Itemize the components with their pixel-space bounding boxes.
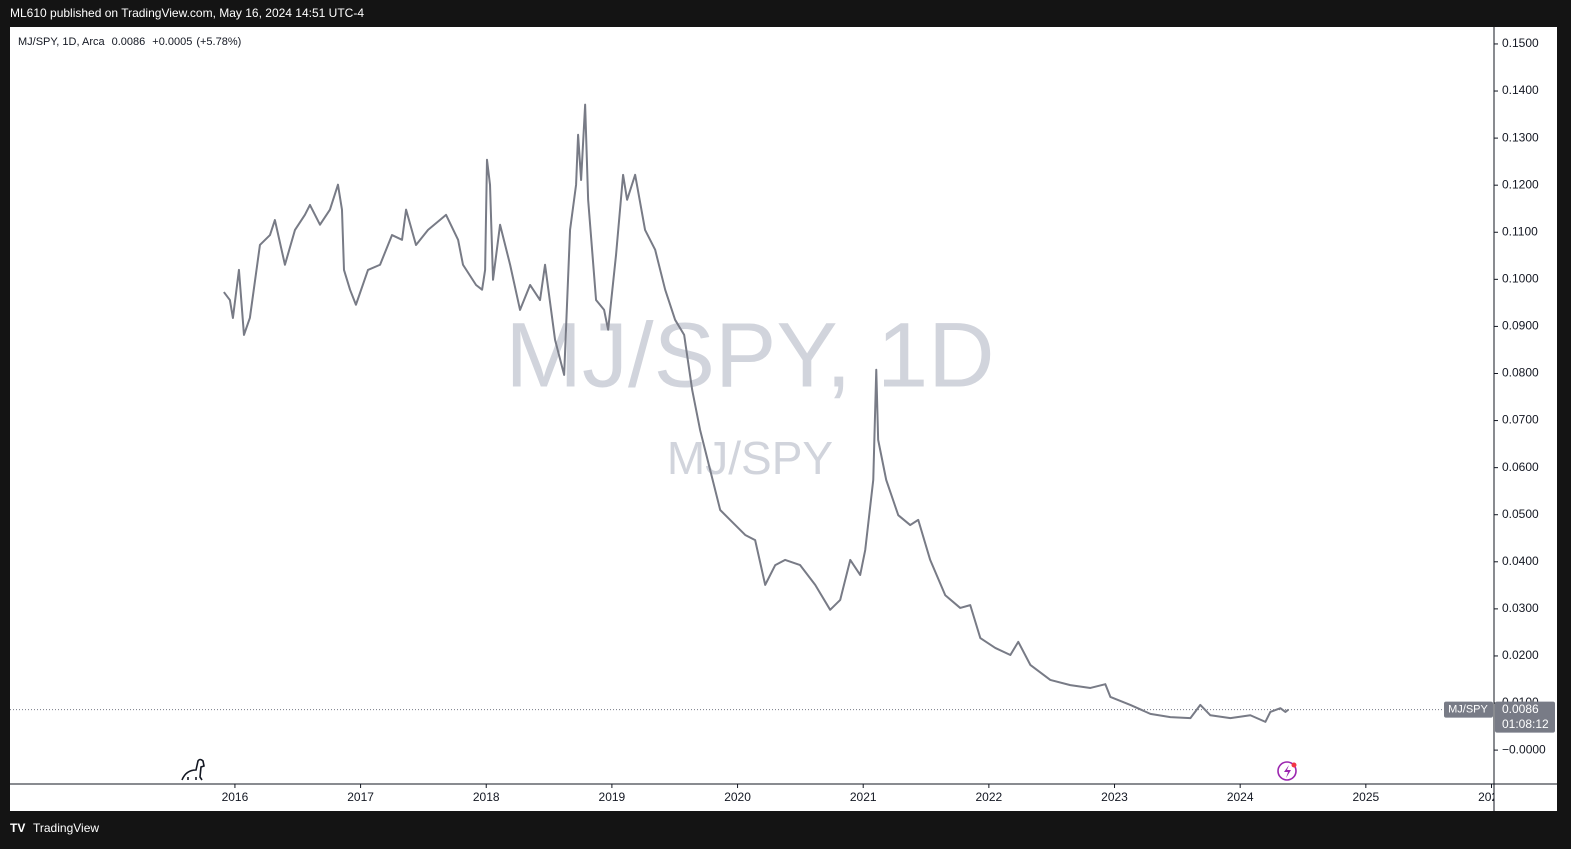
x-tick-label: 2019 xyxy=(599,790,626,804)
x-tick-label: 2018 xyxy=(473,790,500,804)
x-tick-label: 2025 xyxy=(1352,790,1379,804)
y-tick-label: 0.1200 xyxy=(1502,177,1539,191)
y-tick-label: 0.1300 xyxy=(1502,130,1539,144)
published-note: ML610 published on TradingView.com, May … xyxy=(10,6,364,20)
x-tick-label: 2021 xyxy=(850,790,877,804)
watermark-sub: MJ/SPY xyxy=(667,432,833,484)
dino-shape xyxy=(181,758,205,781)
y-tick-label: 0.1400 xyxy=(1502,83,1539,97)
y-tick-label: 0.0400 xyxy=(1502,554,1539,568)
lightning-dot xyxy=(1291,762,1297,768)
lightning-ring xyxy=(1277,761,1297,781)
footer-brand: TradingView xyxy=(33,821,99,835)
x-tick-label: 2016 xyxy=(222,790,249,804)
y-tick-label: 0.0700 xyxy=(1502,413,1539,427)
price-tag-box xyxy=(1444,701,1493,718)
y-tick-label: 0.0600 xyxy=(1502,460,1539,474)
price-axis-box xyxy=(1495,701,1555,733)
price-line xyxy=(223,103,1290,723)
footer-bar xyxy=(0,811,1571,849)
dino-icon xyxy=(181,758,205,781)
price-tag: MJ/SPY xyxy=(1448,704,1488,716)
chart-panel xyxy=(10,27,1557,811)
footer-logo: TV xyxy=(10,821,25,835)
x-tick-label: 2023 xyxy=(1101,790,1128,804)
y-tick-label: 0.1000 xyxy=(1502,272,1539,286)
x-tick-label: 2026 xyxy=(1478,790,1505,804)
y-tick-label: −0.0000 xyxy=(1502,742,1546,756)
y-tick-label: 0.0200 xyxy=(1502,648,1539,662)
change: +0.0005 xyxy=(152,36,192,48)
x-tick-label: 2022 xyxy=(976,790,1003,804)
change-pct: (+5.78%) xyxy=(196,36,241,48)
last-price: 0.0086 xyxy=(112,36,146,48)
x-tick-label: 2017 xyxy=(347,790,374,804)
symbol: MJ/SPY, 1D, Arca xyxy=(18,36,105,48)
countdown: 01:08:12 xyxy=(1502,717,1549,731)
lightning-icon xyxy=(1277,761,1297,781)
price-axis-label: 0.0086 xyxy=(1502,702,1539,716)
y-tick-label: 0.1100 xyxy=(1502,224,1538,238)
y-tick-label: 0.0800 xyxy=(1502,366,1539,380)
watermark: MJ/SPY, 1D xyxy=(505,304,994,406)
y-tick-label: 0.0300 xyxy=(1502,601,1539,615)
y-tick-label: 0.0500 xyxy=(1502,507,1539,521)
x-axis-labels: 2016 2017 2018 2019 2020 2021 2022 2023 2024 2025… xyxy=(222,784,1505,804)
lightning-bolt xyxy=(1284,765,1291,778)
y-tick-label: 0.1500 xyxy=(1502,36,1539,50)
y-tick-label: 0.0900 xyxy=(1502,319,1539,333)
x-tick-label: 2024 xyxy=(1227,790,1254,804)
x-tick-label: 2020 xyxy=(724,790,751,804)
legend-header: MJ/SPY, 1D, Arca 0.0086 +0.0005 (+5.78%) xyxy=(18,36,241,48)
